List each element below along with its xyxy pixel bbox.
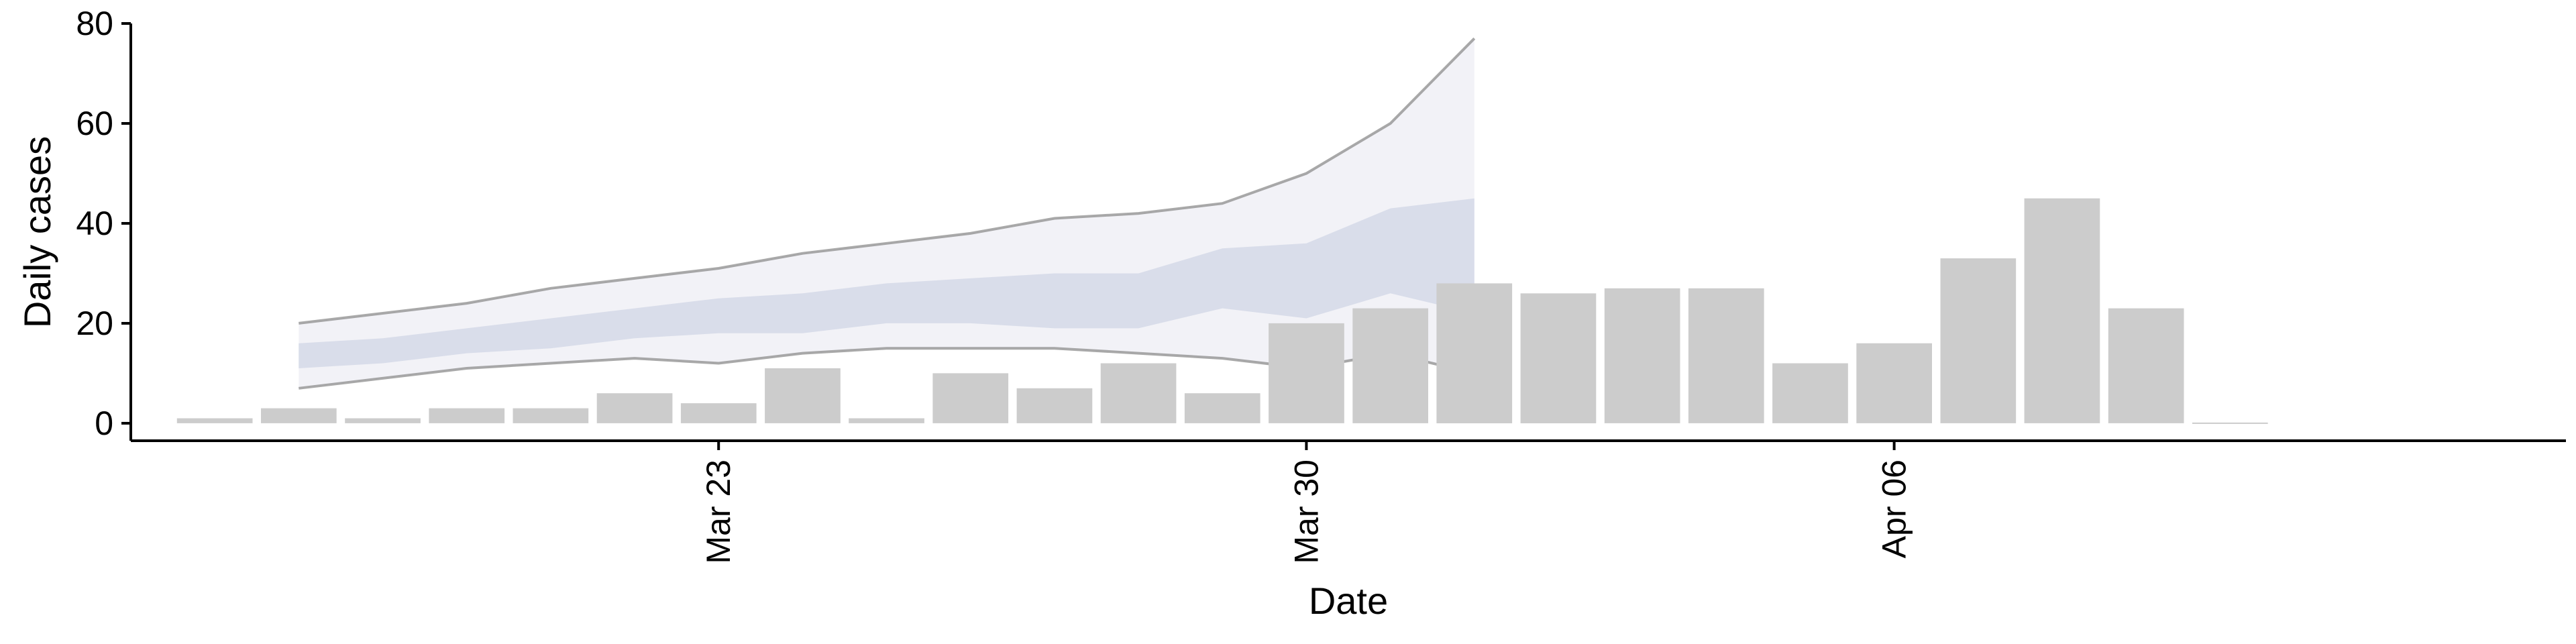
bar-2020-03-22 — [596, 393, 673, 423]
bar-2020-04-07 — [1940, 258, 2017, 423]
bar-2020-03-26 — [932, 373, 1009, 423]
bar-layer — [176, 198, 2268, 424]
bar-2020-04-08 — [2024, 198, 2100, 423]
y-tick-label-0: 0 — [95, 405, 113, 442]
x-tick-label-2020-04-06: Apr 06 — [1876, 460, 1913, 558]
bar-2020-03-19 — [345, 418, 421, 423]
bar-2020-03-27 — [1016, 388, 1093, 423]
x-ticks: Mar 23 Mar 30 Apr 06 — [700, 441, 1913, 564]
bar-2020-03-23 — [680, 403, 757, 423]
x-tick-label-2020-03-30: Mar 30 — [1287, 460, 1325, 564]
bar-2020-04-09 — [2108, 308, 2184, 423]
bar-2020-03-28 — [1100, 363, 1177, 423]
bar-2020-03-24 — [765, 368, 841, 423]
bar-2020-04-06 — [1856, 343, 1932, 423]
bar-2020-04-02 — [1520, 293, 1597, 423]
bar-2020-04-04 — [1688, 288, 1764, 423]
y-tick-label-20: 20 — [76, 305, 113, 342]
y-ticks: 0 20 40 60 80 — [76, 5, 131, 442]
bar-2020-03-31 — [1352, 308, 1428, 423]
x-axis-title: Date — [1309, 580, 1388, 622]
band-inner-area — [299, 198, 1474, 368]
y-tick-label-40: 40 — [76, 205, 113, 242]
bar-2020-03-17 — [176, 418, 253, 423]
y-axis-title: Daily cases — [16, 136, 58, 328]
bar-2020-03-25 — [849, 418, 924, 423]
bar-2020-03-30 — [1269, 323, 1344, 423]
y-tick-label-60: 60 — [76, 105, 113, 142]
bar-2020-03-29 — [1184, 393, 1260, 423]
bar-2020-03-21 — [513, 408, 589, 423]
y-tick-label-80: 80 — [76, 5, 113, 42]
bar-2020-04-10 — [2192, 422, 2268, 424]
x-tick-label-2020-03-23: Mar 23 — [700, 460, 737, 564]
bar-2020-04-03 — [1604, 288, 1680, 423]
bar-2020-03-18 — [261, 408, 337, 423]
bar-2020-04-05 — [1772, 363, 1848, 423]
band-upper-line — [299, 37, 1476, 325]
bar-2020-03-20 — [429, 408, 505, 423]
bar-2020-04-01 — [1436, 283, 1513, 423]
